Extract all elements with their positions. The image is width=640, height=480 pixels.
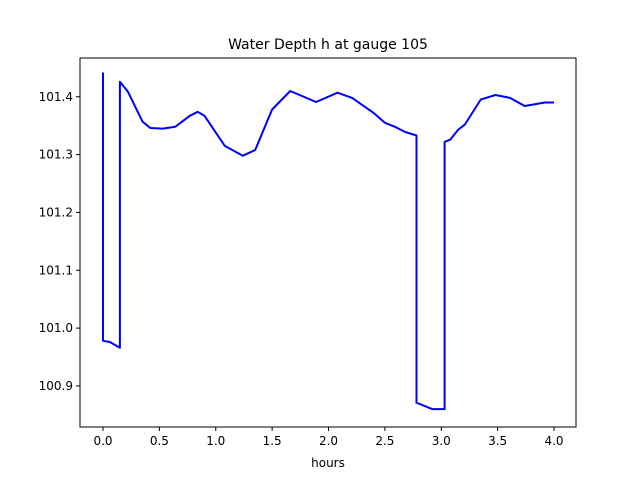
x-tick-label: 1.5 — [263, 434, 282, 448]
y-tick-label: 101.4 — [39, 90, 73, 104]
x-tick-label: 2.5 — [375, 434, 394, 448]
x-tick-label: 2.0 — [319, 434, 338, 448]
plot-frame — [79, 57, 577, 428]
x-axis-label: hours — [311, 456, 345, 470]
y-tick-label: 101.1 — [39, 263, 73, 277]
x-tick-label: 0.5 — [150, 434, 169, 448]
y-tick-label: 101.2 — [39, 205, 73, 219]
x-tick-label: 0.0 — [93, 434, 112, 448]
y-tick-label: 101.0 — [39, 321, 73, 335]
x-tick-label: 3.0 — [432, 434, 451, 448]
y-tick-label: 100.9 — [39, 379, 73, 393]
chart-title: Water Depth h at gauge 105 — [228, 37, 428, 53]
x-tick-label: 4.0 — [544, 434, 563, 448]
x-tick-label: 3.5 — [488, 434, 507, 448]
x-tick-label: 1.0 — [206, 434, 225, 448]
series-line-h — [102, 72, 554, 411]
y-tick-label: 101.3 — [39, 148, 73, 162]
